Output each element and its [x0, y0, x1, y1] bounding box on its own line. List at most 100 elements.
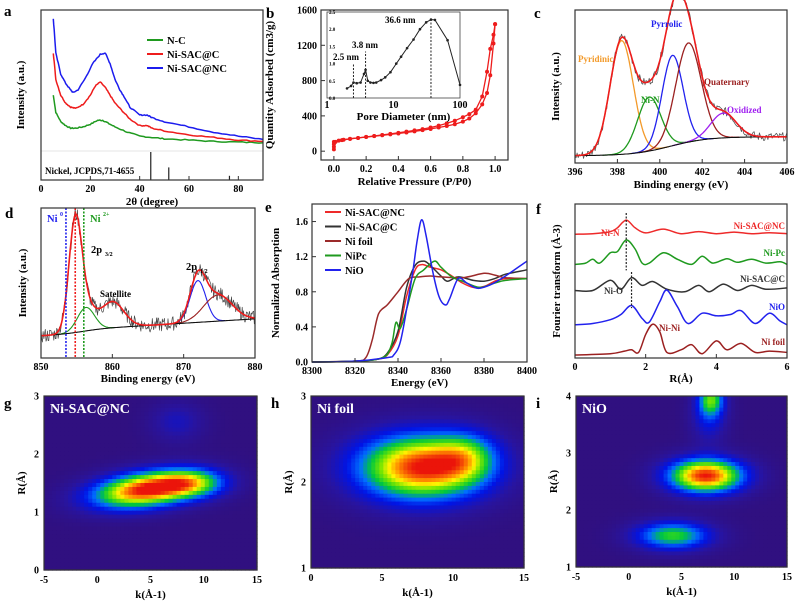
heatmap-cell	[128, 522, 134, 528]
heatmap-cell	[515, 485, 521, 491]
heatmap-cell	[160, 427, 166, 433]
heatmap-cell	[120, 455, 125, 460]
heatmap-cell	[84, 431, 89, 437]
heatmap-cell	[483, 536, 489, 542]
heatmap-cell	[467, 489, 473, 495]
heatmap-cell	[220, 403, 226, 409]
heatmap-cell	[459, 560, 465, 565]
heatmap-cell	[367, 435, 372, 440]
heatmap-cell	[60, 455, 65, 460]
heatmap-cell	[375, 489, 380, 495]
panel-letter: a	[4, 4, 12, 20]
heatmap-cell	[168, 423, 174, 429]
heatmap-cell	[92, 443, 97, 448]
heatmap-cell	[371, 450, 376, 456]
heatmap-cell	[519, 505, 525, 510]
heatmap-cell	[475, 419, 481, 424]
heatmap-cell	[88, 475, 93, 480]
heatmap-cell	[252, 554, 258, 559]
heatmap-cell	[248, 522, 254, 528]
heatmap-cell	[411, 489, 417, 495]
heatmap-cell	[56, 475, 61, 480]
heatmap-cell	[172, 439, 178, 445]
heatmap-cell	[204, 467, 210, 472]
heatmap-cell	[80, 419, 85, 425]
heatmap-cell	[48, 451, 53, 456]
heatmap-cell	[192, 419, 198, 425]
heatmap-cell	[471, 489, 477, 495]
heatmap-cell	[495, 396, 501, 401]
heatmap-cell	[331, 489, 336, 495]
heatmap-cell	[495, 442, 501, 448]
heatmap-cell	[487, 521, 493, 526]
heatmap-cell	[383, 513, 388, 518]
heatmap-cell	[415, 399, 421, 405]
isotherm-point	[473, 107, 478, 112]
heatmap-cell	[160, 435, 166, 441]
heatmap-cell	[487, 505, 493, 510]
heatmap-cell	[379, 427, 384, 432]
heatmap-cell	[48, 538, 53, 543]
heatmap-cell	[427, 489, 433, 495]
heatmap-cell	[64, 451, 69, 456]
heatmap-cell	[343, 466, 348, 471]
heatmap-cell	[84, 415, 89, 421]
heatmap-cell	[319, 442, 324, 448]
heatmap-cell	[319, 431, 324, 436]
heatmap-cell	[387, 454, 392, 460]
heatmap-cell	[104, 518, 109, 524]
heatmap-cell	[220, 435, 226, 441]
heatmap-cell	[399, 540, 405, 546]
heatmap-cell	[160, 411, 166, 417]
heatmap-cell	[152, 514, 158, 520]
heatmap-cell	[228, 471, 234, 476]
heatmap-cell	[132, 403, 138, 409]
heatmap-cell	[439, 419, 445, 424]
heatmap-cell	[323, 548, 328, 553]
heatmap-cell	[335, 493, 340, 499]
heatmap-cell	[487, 427, 493, 432]
heatmap-cell	[355, 407, 360, 413]
heatmap-cell	[503, 478, 509, 483]
heatmap-cell	[172, 423, 178, 429]
heatmap-cell	[415, 536, 421, 542]
heatmap-cell	[56, 546, 61, 551]
heatmap-cell	[168, 427, 174, 433]
heatmap-cell	[128, 447, 134, 452]
heatmap-cell	[224, 542, 230, 547]
heatmap-cell	[100, 490, 105, 496]
heatmap-cell	[375, 525, 380, 530]
heatmap-cell	[44, 566, 49, 571]
isotherm-point	[460, 119, 465, 124]
heatmap-cell	[116, 494, 121, 500]
heatmap-cell	[403, 517, 409, 522]
heatmap-cell	[100, 439, 105, 445]
heatmap-cell	[371, 478, 376, 483]
heatmap-cell	[204, 443, 210, 448]
heatmap-cell	[224, 411, 230, 417]
heatmap-cell	[311, 505, 316, 510]
heatmap-cell	[216, 396, 222, 401]
heatmap-cell	[188, 514, 194, 520]
heatmap-cell	[335, 544, 340, 550]
heatmap-cell	[507, 505, 513, 510]
heatmap-cell	[467, 454, 473, 460]
heatmap-cell	[196, 396, 202, 401]
heatmap-cell	[144, 455, 150, 460]
heatmap-cell	[343, 485, 348, 491]
heatmap-cell	[343, 407, 348, 413]
heatmap-cell	[236, 558, 242, 563]
heatmap-cell	[44, 479, 49, 484]
heatmap-cell	[431, 485, 437, 491]
heatmap-cell	[132, 415, 138, 421]
heatmap-cell	[447, 462, 453, 467]
heatmap-cell	[120, 447, 125, 452]
heatmap-cell	[124, 554, 129, 559]
heatmap-cell	[391, 482, 396, 487]
heatmap-cell	[467, 466, 473, 471]
heatmap-cell	[252, 483, 258, 488]
heatmap-cell	[144, 502, 150, 508]
heatmap-cell	[128, 506, 134, 512]
heatmap-cell	[431, 435, 437, 440]
heatmap-cell	[419, 560, 425, 565]
